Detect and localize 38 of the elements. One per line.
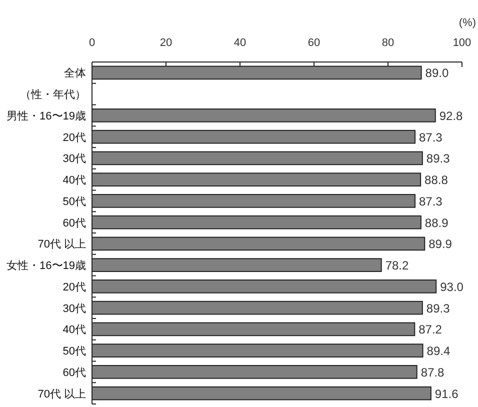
data-label: 89.0 bbox=[425, 66, 449, 80]
x-tick-label: 40 bbox=[234, 37, 246, 49]
y-tick-label: 40代 bbox=[62, 324, 86, 336]
data-label: 87.8 bbox=[420, 365, 445, 380]
y-tick-label: 70代 以上 bbox=[38, 238, 86, 251]
x-tick-label: 80 bbox=[382, 37, 394, 49]
y-tick-label: 全体 bbox=[64, 68, 86, 80]
data-label: 87.2 bbox=[418, 322, 442, 337]
data-label: 78.2 bbox=[385, 258, 410, 273]
x-tick-label: 100 bbox=[452, 37, 472, 49]
data-label: 89.4 bbox=[426, 344, 450, 358]
data-label: 87.3 bbox=[419, 194, 443, 208]
data-label: 89.9 bbox=[428, 237, 452, 252]
data-label: 91.6 bbox=[434, 386, 459, 401]
y-tick-label: 50代 bbox=[62, 346, 86, 358]
data-label: 88.9 bbox=[424, 216, 449, 230]
y-tick-label: 20代 bbox=[62, 281, 86, 294]
y-tick-label: 女性・16〜19歳 bbox=[6, 259, 86, 272]
y-tick-label: 30代 bbox=[62, 302, 86, 315]
x-tick-label: 60 bbox=[308, 37, 320, 49]
data-label: 87.3 bbox=[419, 130, 443, 144]
data-label: 93.0 bbox=[440, 280, 464, 294]
y-tick-label: 男性・16〜19歳 bbox=[6, 109, 86, 122]
y-tick-label: 20代 bbox=[62, 132, 86, 144]
x-axis-title: (%) bbox=[458, 17, 476, 29]
y-tick-label: 60代 bbox=[62, 217, 86, 230]
y-tick-label: （性・年代） bbox=[20, 89, 86, 102]
y-tick-label: 40代 bbox=[62, 174, 86, 187]
y-tick-label: 30代 bbox=[62, 153, 86, 166]
data-label: 92.8 bbox=[439, 108, 464, 123]
data-label: 89.3 bbox=[426, 152, 450, 166]
x-tick-label: 0 bbox=[88, 37, 96, 49]
y-tick-label: 60代 bbox=[62, 366, 86, 379]
y-tick-label: 50代 bbox=[62, 196, 86, 208]
data-label: 89.3 bbox=[426, 301, 450, 316]
data-label: 88.8 bbox=[424, 173, 448, 188]
y-tick-label: 70代 以上 bbox=[38, 387, 86, 400]
x-tick-label: 20 bbox=[160, 37, 172, 49]
